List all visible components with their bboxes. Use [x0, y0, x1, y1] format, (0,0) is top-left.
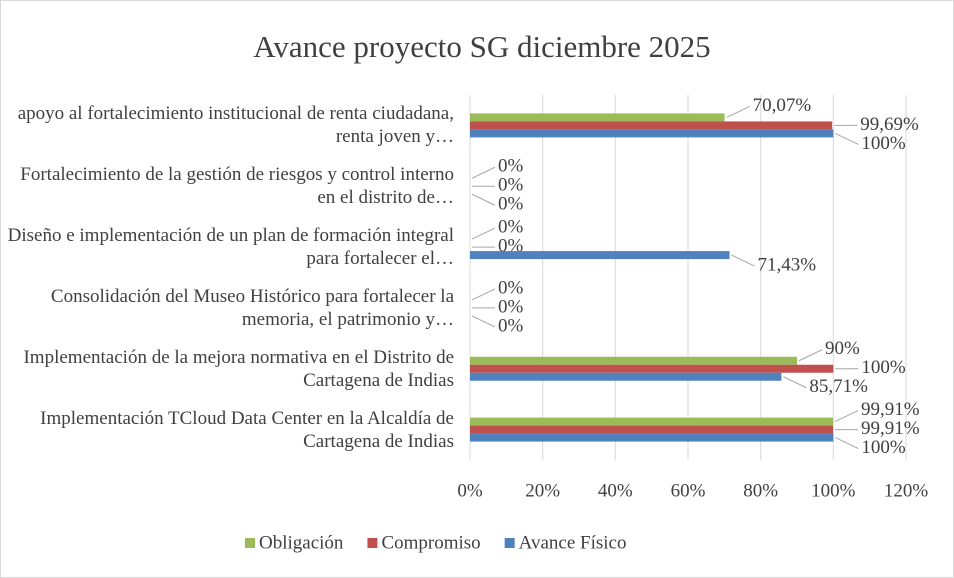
x-tick-label: 80%	[743, 480, 778, 501]
bar	[470, 417, 834, 426]
value-label: 100%	[861, 357, 906, 378]
leader-line	[471, 315, 496, 328]
value-label: 99,91%	[861, 399, 920, 420]
value-label: 70,07%	[753, 95, 812, 116]
bar	[470, 372, 782, 381]
legend-label: Obligación	[259, 532, 344, 553]
value-label: 100%	[861, 437, 906, 458]
leader-line	[726, 105, 750, 118]
legend-swatch	[504, 538, 515, 548]
x-tick-label: 0%	[457, 480, 483, 501]
bar	[470, 364, 834, 373]
legend-swatch	[367, 538, 378, 548]
legend-label: Compromiso	[381, 532, 480, 553]
value-label: 0%	[498, 175, 524, 196]
bar	[470, 425, 834, 434]
category-label: Consolidación del Museo Histórico para f…	[50, 285, 454, 330]
value-label: 0%	[498, 277, 524, 298]
category-label: Implementación de la mejora normativa en…	[23, 346, 454, 391]
value-label: 90%	[825, 338, 860, 359]
leader-line	[834, 410, 859, 423]
value-label: 0%	[498, 156, 524, 177]
leader-line	[783, 376, 807, 389]
value-label: 85,71%	[809, 376, 868, 397]
legend-swatch	[245, 538, 255, 548]
category-label: Fortalecimiento de la gestión de riesgos…	[20, 164, 454, 209]
value-label: 0%	[498, 315, 524, 336]
leader-line	[471, 166, 496, 179]
leader-line	[471, 288, 496, 301]
leader-line	[471, 193, 496, 206]
bar	[470, 121, 833, 130]
value-label: 0%	[498, 296, 524, 317]
leader-line	[835, 437, 859, 450]
value-label: 99,91%	[861, 418, 920, 439]
x-tick-label: 120%	[884, 480, 929, 501]
x-tick-label: 60%	[671, 480, 706, 501]
value-label: 0%	[498, 216, 524, 237]
bar	[470, 251, 730, 260]
leader-line	[471, 227, 496, 240]
value-label: 71,43%	[758, 254, 817, 275]
x-tick-label: 100%	[811, 480, 856, 501]
legend-label: Avance Físico	[519, 532, 627, 553]
leader-line	[835, 132, 859, 145]
bar	[470, 113, 725, 122]
leader-line	[731, 254, 755, 267]
bar	[470, 129, 834, 138]
leader-line	[798, 349, 823, 362]
value-label: 99,69%	[860, 114, 919, 135]
category-label: Diseño e implementación de un plan de fo…	[7, 225, 454, 270]
category-label: apoyo al fortalecimiento institucional d…	[17, 103, 454, 148]
value-label: 0%	[498, 194, 524, 215]
bar	[470, 433, 834, 442]
bar	[470, 356, 797, 365]
category-label: Implementación TCloud Data Center en la …	[40, 407, 454, 452]
value-label: 100%	[861, 133, 906, 154]
x-tick-label: 40%	[598, 480, 633, 501]
x-tick-label: 20%	[525, 480, 560, 501]
chart-title: Avance proyecto SG diciembre 2025	[253, 29, 710, 64]
